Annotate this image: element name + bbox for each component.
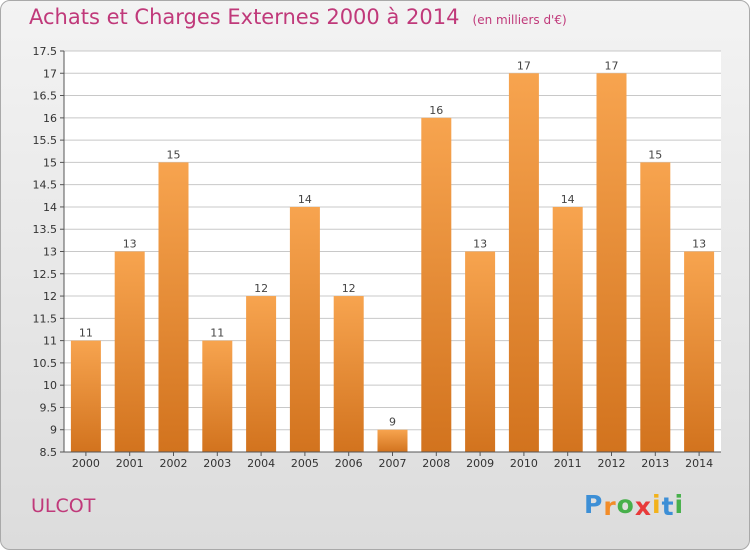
x-tick-label-2003: 2003 (203, 457, 231, 470)
x-tick-label-2006: 2006 (335, 457, 363, 470)
chart-title: Achats et Charges Externes 2000 à 2014 (… (29, 5, 567, 29)
x-tick-label-2013: 2013 (641, 457, 669, 470)
bar-2001 (114, 251, 145, 452)
data-label-2011: 14 (561, 193, 575, 206)
bar-2009 (465, 251, 496, 452)
x-tick-label-2000: 2000 (72, 457, 100, 470)
logo-letter: t (661, 492, 675, 521)
logo-letter: i (652, 490, 662, 519)
y-tick-label: 17 (43, 67, 57, 80)
x-tick-label-2010: 2010 (510, 457, 538, 470)
x-tick-label-2012: 2012 (598, 457, 626, 470)
data-label-2008: 16 (429, 104, 443, 117)
logo-letter: r (603, 492, 617, 521)
y-axis-ticks: 8.5 9 9.5 10 10.5 11 11.5 12 12.5 13 13.5 14 14.5 15 1… (33, 45, 64, 459)
bar-2003 (202, 340, 233, 452)
y-tick-label: 14 (43, 201, 57, 214)
bar-2010 (508, 73, 539, 453)
x-axis-ticks: 2000 2001 2002 2003 2004 2005 2006 2007 2008 2009… (72, 452, 713, 470)
y-tick-label: 11 (43, 335, 57, 348)
logo-letter: i (674, 490, 685, 519)
bar-2014 (684, 251, 715, 452)
y-tick-label: 17.5 (33, 45, 58, 58)
y-tick-label: 16 (43, 112, 57, 125)
data-label-2005: 14 (298, 193, 312, 206)
x-tick-label-2014: 2014 (685, 457, 713, 470)
y-tick-label: 9 (50, 424, 57, 437)
data-label-2007: 9 (389, 416, 396, 429)
data-label-2000: 11 (79, 327, 93, 340)
y-tick-label: 13.5 (33, 223, 58, 236)
y-tick-label: 10.5 (33, 357, 58, 370)
data-label-2001: 13 (123, 238, 137, 251)
subtitle-text: (en milliers d'€) (472, 13, 567, 27)
data-label-2010: 17 (517, 59, 531, 72)
data-label-2009: 13 (473, 238, 487, 251)
bar-2013 (640, 162, 671, 452)
x-tick-label-2007: 2007 (379, 457, 407, 470)
y-tick-label: 10 (43, 379, 57, 392)
data-label-2006: 12 (342, 282, 356, 295)
title-text: Achats et Charges Externes 2000 à 2014 (29, 5, 460, 29)
data-label-2003: 11 (210, 327, 224, 340)
proxiti-logo: Proxiti (584, 490, 685, 521)
bar-2007 (377, 429, 408, 452)
bar-2006 (333, 296, 364, 452)
x-tick-label-2004: 2004 (247, 457, 275, 470)
x-tick-label-2002: 2002 (160, 457, 188, 470)
data-label-2012: 17 (605, 59, 619, 72)
bars (70, 73, 715, 453)
bar-2011 (552, 206, 583, 452)
bar-2002 (158, 162, 189, 452)
logo-letter: P (584, 490, 604, 519)
commune-name: ULCOT (31, 495, 96, 517)
y-tick-label: 14.5 (33, 179, 58, 192)
data-label-2004: 12 (254, 282, 268, 295)
x-tick-label-2008: 2008 (422, 457, 450, 470)
y-tick-label: 13 (43, 246, 57, 259)
logo-letter: x (634, 492, 652, 521)
bar-2012 (596, 73, 627, 453)
x-tick-label-2001: 2001 (116, 457, 144, 470)
y-tick-label: 16.5 (33, 90, 58, 103)
data-labels: 11 13 15 11 12 14 12 9 16 13 17 14 17 15 13 (79, 59, 706, 428)
y-tick-label: 9.5 (40, 401, 58, 414)
data-label-2002: 15 (167, 148, 181, 161)
x-tick-label-2009: 2009 (466, 457, 494, 470)
y-tick-label: 15 (43, 156, 57, 169)
y-tick-label: 15.5 (33, 134, 58, 147)
x-tick-label-2011: 2011 (554, 457, 582, 470)
bar-2008 (421, 117, 452, 452)
bar-2005 (289, 206, 320, 452)
y-tick-label: 12 (43, 290, 57, 303)
bar-2004 (246, 296, 277, 452)
data-label-2013: 15 (648, 148, 662, 161)
logo-letter: o (616, 490, 635, 519)
y-tick-label: 12.5 (33, 268, 58, 281)
bar-2000 (70, 340, 101, 452)
y-tick-label: 8.5 (40, 446, 58, 459)
x-tick-label-2005: 2005 (291, 457, 319, 470)
data-label-2014: 13 (692, 238, 706, 251)
y-tick-label: 11.5 (33, 312, 58, 325)
